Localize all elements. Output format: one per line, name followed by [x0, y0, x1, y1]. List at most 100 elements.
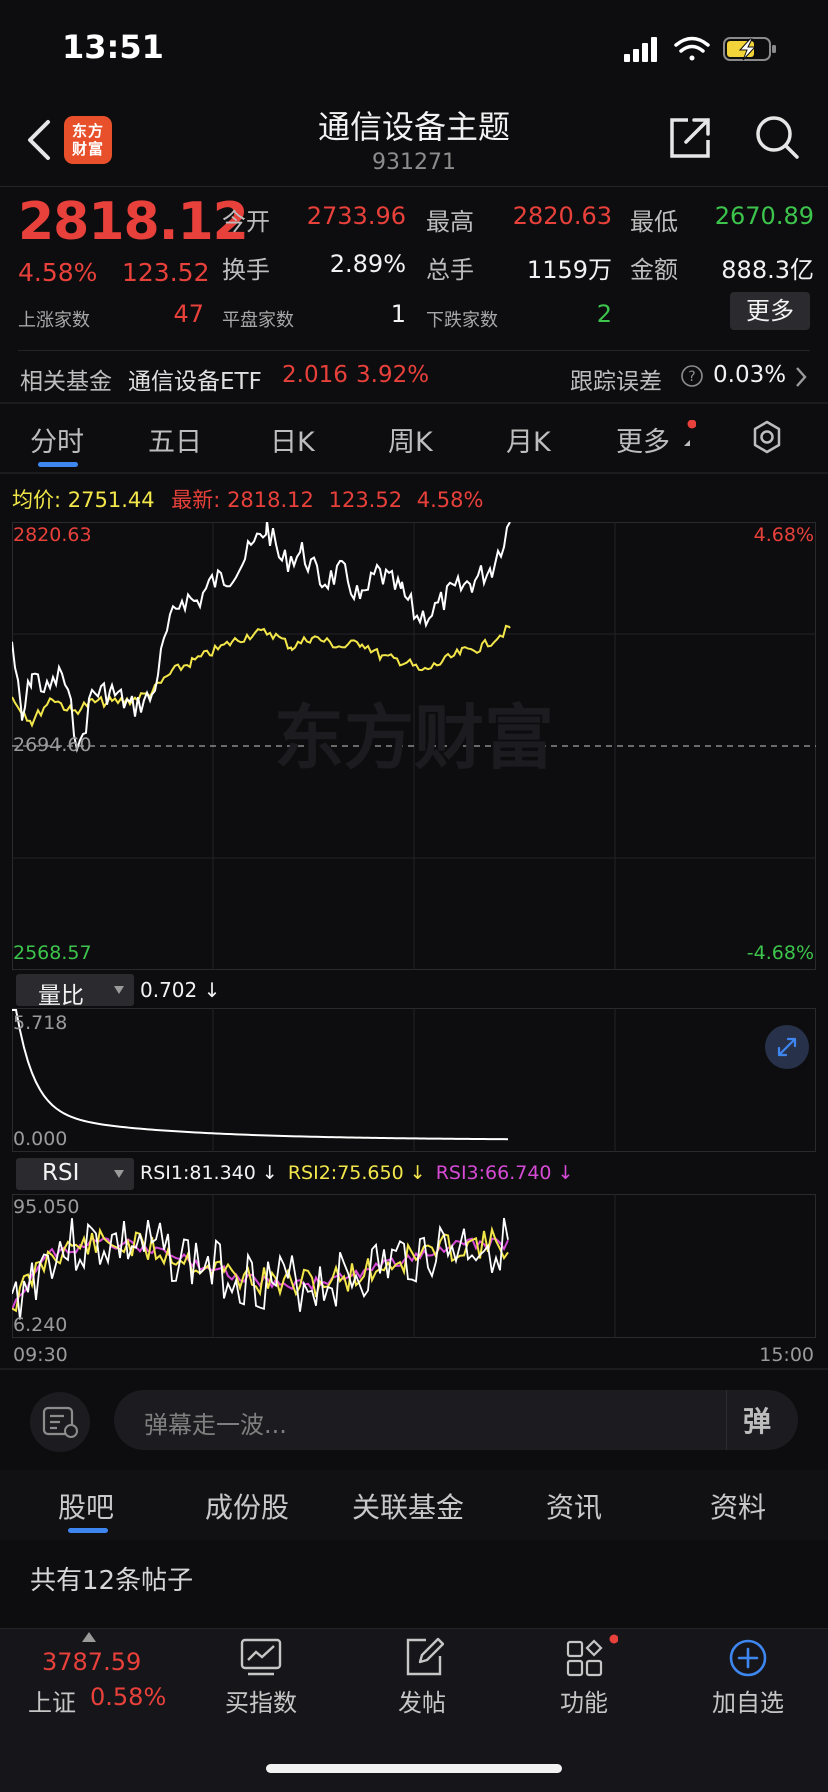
- volume-ratio-line: [12, 1009, 509, 1141]
- change-percent: 4.58%: [18, 258, 98, 287]
- signal-icon: [624, 37, 657, 62]
- tab-five-day[interactable]: 五日: [148, 427, 202, 458]
- compose-icon[interactable]: [404, 1636, 444, 1678]
- expand-icon[interactable]: [764, 1024, 810, 1070]
- danmaku-toggle-icon: 弹: [743, 1405, 772, 1438]
- high-label: 最高: [426, 208, 474, 236]
- watermark: 东方财富: [274, 697, 554, 779]
- up-count-label: 上涨家数: [18, 310, 90, 331]
- change-amount: 123.52: [122, 258, 210, 287]
- help-icon[interactable]: ?: [680, 364, 704, 388]
- rsi2-value: RSI2:75.650 ↓: [287, 1162, 426, 1184]
- nav-functions[interactable]: 功能: [560, 1689, 608, 1717]
- status-icons: [624, 36, 776, 62]
- dropdown-icon: [114, 1170, 124, 1178]
- subtab-related-funds[interactable]: 关联基金: [352, 1491, 465, 1524]
- tab-more[interactable]: 更多: [616, 427, 670, 458]
- svg-text:?: ?: [688, 369, 695, 385]
- buy-index-icon[interactable]: [240, 1638, 282, 1678]
- rsi-axis-top: 95.050: [13, 1196, 80, 1218]
- nav-add-watchlist[interactable]: 加自选: [712, 1689, 784, 1717]
- subtab-profile[interactable]: 资料: [710, 1491, 767, 1524]
- related-fund-pct: 3.92%: [356, 362, 430, 388]
- nav-post[interactable]: 发帖: [398, 1689, 446, 1717]
- volume-ratio-label: 量比: [38, 983, 84, 1009]
- intraday-price-chart[interactable]: 东方财富: [12, 522, 816, 970]
- tabs-divider: [0, 472, 828, 474]
- y-axis-top: 2820.63: [13, 524, 92, 546]
- time-axis-end: 15:00: [759, 1344, 814, 1366]
- subtab-underline: [68, 1528, 108, 1533]
- rsi3-value: RSI3:66.740 ↓: [435, 1162, 574, 1184]
- indicator-selector-volume-ratio[interactable]: 量比: [16, 974, 134, 1009]
- more-indicator-icon: [684, 420, 696, 446]
- average-price-line: [12, 624, 511, 728]
- volume-label: 总手: [426, 256, 474, 284]
- related-fund-price: 2.016: [282, 362, 348, 388]
- open-label: 今开: [222, 208, 270, 236]
- tracking-error-value: 0.03%: [713, 362, 787, 388]
- rsi-axis-bottom: 6.240: [13, 1314, 68, 1336]
- avg-value: 2751.44: [67, 488, 155, 512]
- danmaku-input[interactable]: [114, 1390, 798, 1450]
- caret-up-icon: [82, 1632, 96, 1642]
- subtab-constituents[interactable]: 成份股: [205, 1491, 290, 1524]
- home-indicator: [266, 1764, 562, 1773]
- related-fund-name[interactable]: 通信设备ETF: [128, 369, 262, 395]
- vr-axis-top: 5.718: [13, 1012, 68, 1034]
- rsi-legend: RSI1:81.340 ↓ RSI2:75.650 ↓ RSI3:66.740 …: [140, 1162, 573, 1184]
- index-code: 931271: [372, 150, 456, 175]
- volume-ratio-chart[interactable]: [12, 1008, 816, 1152]
- rsi1-line: [12, 1217, 509, 1320]
- page-title: 通信设备主题: [317, 108, 510, 146]
- danmaku-settings-icon: [42, 1406, 78, 1438]
- rsi-chart[interactable]: [12, 1194, 816, 1338]
- add-watchlist-icon[interactable]: [728, 1638, 768, 1678]
- tab-daily-k[interactable]: 日K: [270, 427, 315, 458]
- subtab-news[interactable]: 资讯: [546, 1491, 603, 1524]
- rsi-label: RSI: [42, 1160, 80, 1186]
- eastmoney-logo: 东方 财富: [64, 116, 112, 164]
- functions-icon[interactable]: [566, 1634, 618, 1678]
- amount-label: 金额: [630, 256, 678, 284]
- down-count: 2: [596, 300, 612, 328]
- low-label: 最低: [630, 208, 678, 236]
- chart-legend: 均价: 2751.44 最新: 2818.12 123.52 4.58%: [12, 484, 483, 514]
- turnover-value: 2.89%: [329, 250, 406, 278]
- tab-weekly-k[interactable]: 周K: [388, 427, 433, 458]
- quote-divider: [18, 350, 810, 351]
- index-value[interactable]: 3787.59: [42, 1648, 142, 1676]
- sub-tabs-bar: [0, 1470, 828, 1540]
- input-divider: [0, 1368, 828, 1370]
- danmaku-toggle-button[interactable]: 弹: [726, 1390, 798, 1450]
- danmaku-placeholder: 弹幕走一波...: [144, 1411, 287, 1439]
- indicator-selector-rsi[interactable]: RSI: [16, 1158, 134, 1190]
- up-count: 47: [173, 300, 204, 328]
- posts-count: 共有12条帖子: [30, 1566, 194, 1596]
- share-icon[interactable]: [668, 114, 714, 160]
- volume-ratio-value: 0.702 ↓: [140, 978, 221, 1002]
- subtab-forum[interactable]: 股吧: [58, 1491, 115, 1524]
- related-fund-row[interactable]: 相关基金 通信设备ETF 2.016 3.92% 跟踪误差 ? 0.03%: [0, 358, 828, 398]
- flat-count-label: 平盘家数: [222, 310, 294, 331]
- nav-buy-index[interactable]: 买指数: [225, 1689, 297, 1717]
- wifi-icon: [674, 36, 710, 61]
- battery-icon: [723, 37, 776, 61]
- more-button[interactable]: 更多: [730, 292, 810, 330]
- tab-intraday[interactable]: 分时: [30, 427, 84, 458]
- chevron-right-icon: [796, 367, 807, 387]
- y-axis-bottom: 2568.57: [13, 942, 92, 964]
- current-price: 2818.12: [18, 192, 249, 252]
- index-pct[interactable]: 0.58%: [90, 1683, 167, 1711]
- tracking-error-label: 跟踪误差: [570, 369, 662, 395]
- tab-monthly-k[interactable]: 月K: [506, 427, 551, 458]
- rsi1-value: RSI1:81.340 ↓: [140, 1162, 278, 1184]
- latest-value: 2818.12: [227, 488, 314, 512]
- back-icon[interactable]: [24, 118, 54, 162]
- settings-icon[interactable]: [750, 420, 784, 454]
- time-axis-start: 09:30: [13, 1344, 68, 1366]
- search-icon[interactable]: [754, 114, 800, 160]
- index-name[interactable]: 上证: [28, 1689, 76, 1717]
- danmaku-settings-button[interactable]: [30, 1392, 90, 1452]
- latest-label: 最新:: [171, 488, 221, 512]
